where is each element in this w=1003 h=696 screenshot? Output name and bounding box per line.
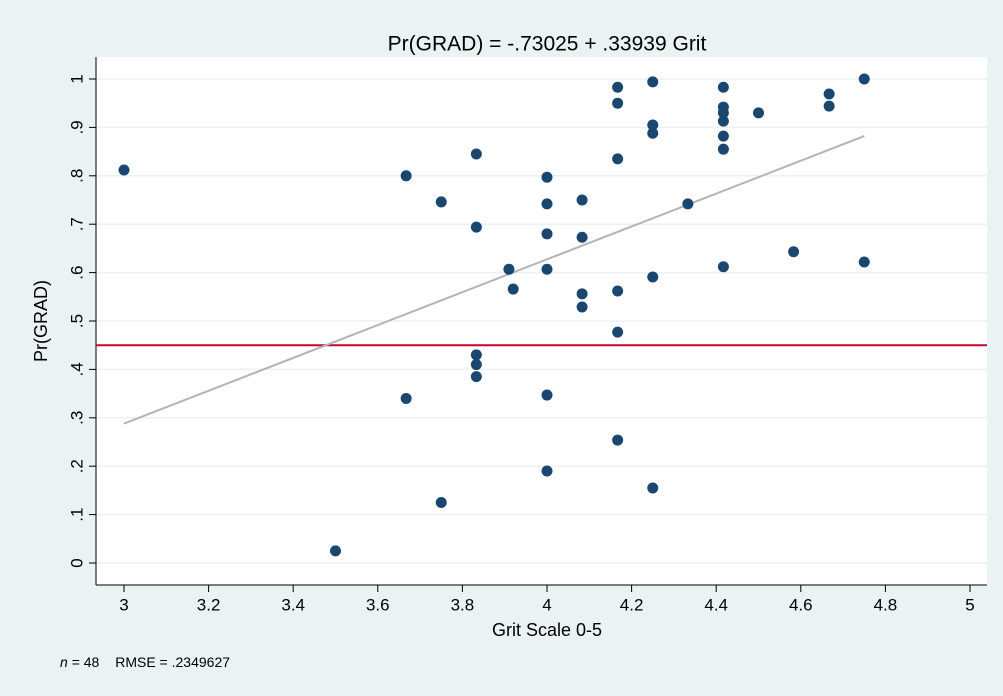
data-point [647, 271, 659, 283]
data-point [612, 153, 624, 165]
data-point [541, 465, 553, 477]
data-point [647, 482, 659, 494]
x-tick-label: 3.4 [281, 595, 305, 614]
data-point [470, 359, 482, 371]
data-point [330, 545, 341, 557]
y-tick-label: .3 [67, 411, 86, 425]
data-point [612, 285, 624, 297]
data-point [647, 76, 659, 88]
data-point [576, 301, 588, 313]
data-point [470, 349, 482, 361]
data-point [470, 221, 482, 233]
data-point [576, 288, 588, 300]
data-point [541, 263, 553, 275]
x-tick-label: 3 [119, 595, 128, 614]
fit-line [123, 135, 865, 425]
x-tick-label: 4.8 [874, 595, 898, 614]
data-point [612, 81, 624, 93]
data-point [541, 198, 553, 210]
data-point [612, 97, 624, 109]
note-rmse: RMSE = .2349627 [115, 654, 230, 670]
x-tick-label: 4.6 [789, 595, 813, 614]
data-point [858, 256, 870, 268]
y-tick-label: .1 [67, 508, 86, 522]
data-point [682, 198, 694, 210]
data-point [717, 107, 729, 119]
chart-title: Pr(GRAD) = -.73025 + .33939 Grit [388, 33, 707, 56]
x-tick-label: 3.2 [197, 595, 221, 614]
x-tick-label: 3.6 [366, 595, 390, 614]
data-point [507, 283, 519, 295]
y-tick-label: .5 [67, 314, 86, 328]
note-n-value: = 48 [72, 654, 100, 670]
data-point [647, 119, 659, 131]
data-point [717, 115, 729, 127]
y-tick-label: .6 [67, 266, 86, 280]
data-point [647, 127, 659, 139]
data-point [576, 231, 588, 243]
data-point [823, 88, 835, 100]
footnote: n = 48 RMSE = .2349627 [60, 654, 230, 670]
data-point [717, 81, 729, 93]
y-tick-label: 0 [67, 558, 86, 567]
data-point [717, 261, 729, 273]
data-point [717, 143, 729, 155]
data-point [435, 196, 447, 208]
data-point [717, 130, 729, 142]
data-point [541, 228, 553, 240]
x-axis-label: Grit Scale 0-5 [492, 620, 602, 640]
data-point [612, 434, 624, 446]
data-point [435, 497, 447, 508]
x-tick-label: 4 [542, 595, 551, 614]
data-point [541, 389, 553, 401]
data-point [541, 171, 553, 183]
note-n: n [60, 654, 68, 670]
data-point [470, 148, 482, 160]
y-tick-label: .9 [67, 120, 86, 134]
x-tick-label: 4.2 [620, 595, 644, 614]
y-tick-label: .2 [67, 459, 86, 473]
data-point [612, 326, 624, 338]
y-tick-label: .7 [67, 217, 86, 231]
data-point [788, 246, 800, 258]
data-point [400, 392, 412, 404]
y-tick-label: .4 [67, 362, 86, 376]
data-point [823, 100, 835, 112]
data-point [858, 73, 870, 85]
y-tick-label: 1 [67, 74, 86, 83]
x-tick-label: 3.8 [451, 595, 475, 614]
data-point [400, 170, 412, 182]
data-point [118, 164, 130, 176]
data-point [576, 194, 588, 206]
data-point [470, 371, 482, 383]
data-point [753, 107, 764, 119]
x-tick-label: 5 [965, 595, 974, 614]
data-point [503, 263, 515, 275]
x-tick-label: 4.4 [704, 595, 728, 614]
y-axis-label: Pr(GRAD) [31, 280, 51, 362]
y-tick-label: .8 [67, 169, 86, 183]
